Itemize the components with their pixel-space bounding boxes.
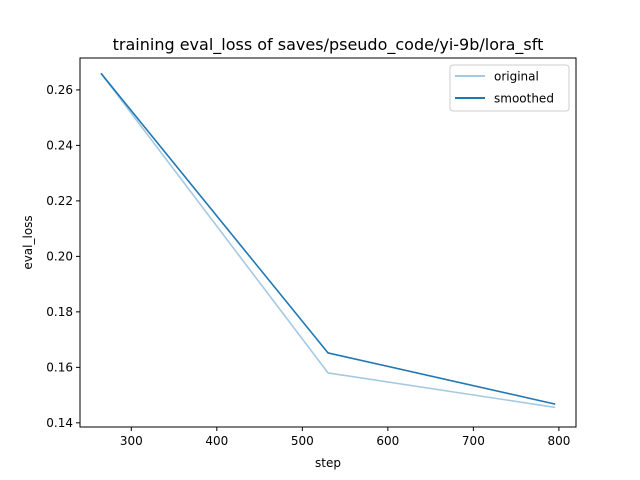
y-tick-label: 0.22: [46, 194, 73, 208]
y-tick-label: 0.16: [46, 361, 73, 375]
x-axis-ticks: 300 400 500 600 700 800: [120, 427, 570, 448]
data-point-original: [553, 406, 556, 409]
data-point-smoothed: [100, 73, 103, 75]
y-axis-label: eval_loss: [21, 215, 35, 269]
data-point-smoothed: [553, 403, 556, 405]
x-axis-label: step: [315, 456, 341, 470]
y-tick-label: 0.20: [46, 250, 73, 264]
y-tick-label: 0.18: [46, 305, 73, 319]
legend-label-original: original: [494, 70, 539, 84]
legend: original smoothed: [449, 64, 570, 112]
x-tick-label: 400: [205, 434, 228, 448]
y-tick-label: 0.24: [46, 139, 73, 153]
y-tick-label: 0.26: [46, 83, 73, 97]
legend-label-smoothed: smoothed: [494, 92, 554, 106]
series-group: [100, 73, 556, 409]
axes-frame: [79, 57, 577, 428]
data-point-original: [327, 372, 329, 374]
x-tick-label: 800: [547, 434, 570, 448]
x-tick-label: 500: [291, 434, 314, 448]
chart-title: training eval_loss of saves/pseudo_code/…: [113, 35, 544, 55]
x-tick-label: 700: [462, 434, 485, 448]
x-tick-label: 300: [120, 434, 143, 448]
data-point-smoothed: [327, 352, 329, 354]
x-tick-label: 600: [376, 434, 399, 448]
y-tick-label: 0.14: [46, 416, 73, 430]
y-axis-ticks: 0.14 0.16 0.18 0.20 0.22 0.24 0.26: [46, 83, 80, 430]
plot-area: 300 400 500 600 700 800 0.140.160.180.200.220…: [46, 57, 577, 448]
